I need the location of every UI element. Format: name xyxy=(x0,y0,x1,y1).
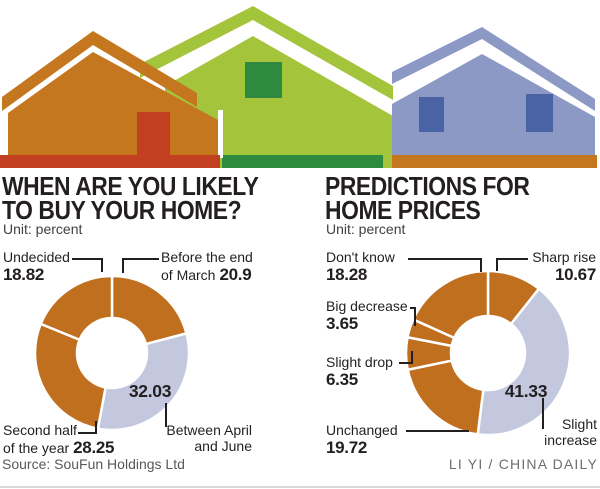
left-chart-title: WHEN ARE YOU LIKELY TO BUY YOUR HOME? xyxy=(2,171,259,225)
callout-undecided: Undecided 18.82 xyxy=(3,249,70,284)
callout-second-half: Second half of the year 28.25 xyxy=(3,422,115,457)
callout-sharp-rise: Sharp rise 10.67 xyxy=(532,249,596,284)
orange-house-base-strip xyxy=(0,155,220,168)
leader-line xyxy=(122,258,124,273)
right-chart-title: PREDICTIONS FOR HOME PRICES xyxy=(325,171,530,225)
callout-slight-drop: Slight drop 6.35 xyxy=(326,354,393,389)
callout-unchanged: Unchanged 19.72 xyxy=(326,422,398,457)
green-house-roof-chevron xyxy=(140,6,393,100)
donut-segment-undecided xyxy=(39,274,114,342)
leader-line xyxy=(408,258,482,260)
leader-line xyxy=(480,258,482,272)
blue-house-roof-chevron xyxy=(392,27,595,111)
value-between-april-june: 32.03 xyxy=(128,381,172,401)
donut-chart-1 xyxy=(404,269,572,437)
leader-line xyxy=(496,258,528,260)
callout-big-decrease: Big decrease 3.65 xyxy=(326,298,408,333)
leader-line xyxy=(496,258,498,271)
leader-line xyxy=(122,258,159,260)
callout-dont-know: Don't know 18.28 xyxy=(326,249,395,284)
leader-line xyxy=(406,430,469,432)
donut-segment-slight-increase xyxy=(476,286,572,437)
value-slight-increase: 41.33 xyxy=(504,381,548,401)
orange-house-body xyxy=(8,52,218,168)
green-house-base-strip xyxy=(222,155,383,168)
callout-before-end-of-march: Before the end of March 20.9 xyxy=(161,249,253,284)
donut-segment-unchanged xyxy=(406,359,485,436)
donut-segment-before-the-end-of-march xyxy=(110,274,188,346)
orange-house-roof-chevron xyxy=(2,31,197,111)
left-unit-label: Unit: percent xyxy=(3,221,83,237)
blue-house xyxy=(392,27,597,168)
leader-line xyxy=(411,351,413,364)
orange-house-door xyxy=(137,112,170,157)
leader-line xyxy=(410,307,416,309)
source-credit: Source: SouFun Holdings Ltd xyxy=(2,456,185,472)
leader-line xyxy=(72,258,102,260)
green-house-window xyxy=(245,62,282,98)
leader-line xyxy=(414,307,416,326)
blue-house-window-right xyxy=(526,94,553,132)
orange-house xyxy=(0,31,223,168)
blue-house-body xyxy=(392,54,595,168)
callout-slight-increase: Slight increase xyxy=(544,416,597,448)
donut-segment-second-half-of-the-year xyxy=(33,322,108,431)
leader-line xyxy=(95,421,97,434)
leader-line xyxy=(78,432,97,434)
leader-line xyxy=(399,362,413,364)
blue-house-base-strip xyxy=(392,155,597,168)
callout-between-april-june: Between April and June xyxy=(166,422,252,454)
bottom-divider xyxy=(0,486,600,488)
leader-line xyxy=(165,403,167,427)
byline-credit: LI YI / CHINA DAILY xyxy=(448,456,598,472)
orange-house-right-gap xyxy=(218,110,223,158)
leader-line xyxy=(101,258,103,272)
blue-house-window-left xyxy=(419,97,444,132)
houses-illustration xyxy=(0,6,597,168)
leader-line xyxy=(542,398,544,429)
donut-segment-don-t-know xyxy=(411,269,490,340)
right-unit-label: Unit: percent xyxy=(326,221,406,237)
